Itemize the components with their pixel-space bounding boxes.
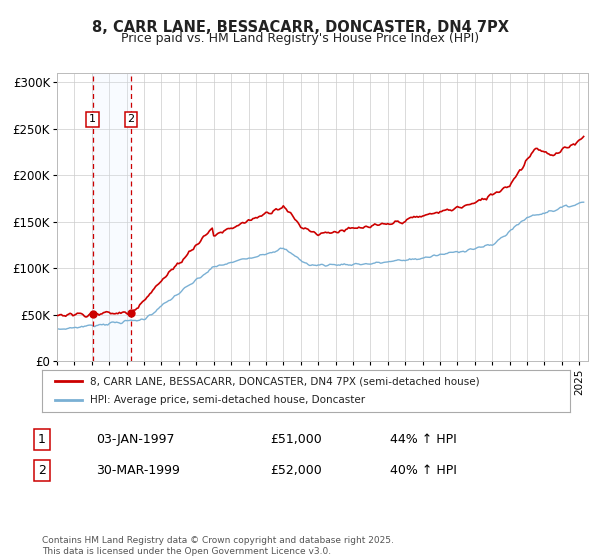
Text: 30-MAR-1999: 30-MAR-1999	[96, 464, 180, 477]
Text: 2: 2	[38, 464, 46, 477]
Text: 8, CARR LANE, BESSACARR, DONCASTER, DN4 7PX (semi-detached house): 8, CARR LANE, BESSACARR, DONCASTER, DN4 …	[89, 376, 479, 386]
Text: 8, CARR LANE, BESSACARR, DONCASTER, DN4 7PX: 8, CARR LANE, BESSACARR, DONCASTER, DN4 …	[91, 20, 509, 35]
Text: HPI: Average price, semi-detached house, Doncaster: HPI: Average price, semi-detached house,…	[89, 395, 365, 405]
Text: Price paid vs. HM Land Registry's House Price Index (HPI): Price paid vs. HM Land Registry's House …	[121, 32, 479, 45]
Text: 1: 1	[38, 433, 46, 446]
Text: Contains HM Land Registry data © Crown copyright and database right 2025.
This d: Contains HM Land Registry data © Crown c…	[42, 536, 394, 556]
Bar	[92, 73, 131, 361]
Text: 40% ↑ HPI: 40% ↑ HPI	[390, 464, 457, 477]
Text: 1: 1	[89, 114, 96, 124]
Text: 2: 2	[127, 114, 134, 124]
Text: 44% ↑ HPI: 44% ↑ HPI	[390, 433, 457, 446]
Text: £51,000: £51,000	[270, 433, 322, 446]
Text: 03-JAN-1997: 03-JAN-1997	[96, 433, 175, 446]
Text: £52,000: £52,000	[270, 464, 322, 477]
